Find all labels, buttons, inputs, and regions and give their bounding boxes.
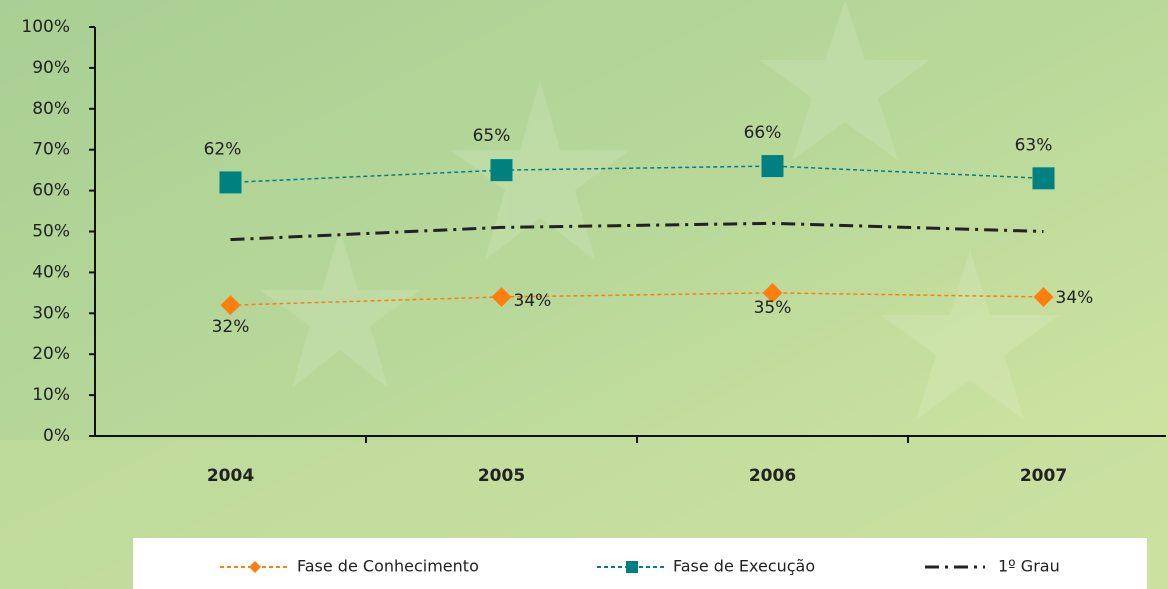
y-tick-label: 40%	[32, 262, 70, 282]
data-label: 34%	[1056, 288, 1094, 308]
data-label: 65%	[473, 126, 511, 146]
y-tick-label: 90%	[32, 58, 70, 78]
legend-marker	[626, 561, 638, 573]
series-line	[230, 292, 1044, 306]
y-tick-label: 0%	[43, 426, 70, 446]
legend-label: Fase de Conhecimento	[297, 557, 479, 576]
data-label: 32%	[212, 317, 250, 337]
y-tick-label: 50%	[32, 222, 70, 242]
data-label: 34%	[514, 291, 552, 311]
legend-label: 1º Grau	[998, 557, 1060, 576]
data-label: 66%	[744, 123, 782, 143]
y-tick-label: 80%	[32, 99, 70, 119]
x-tick-label: 2005	[478, 466, 525, 486]
marker	[219, 171, 242, 194]
data-label: 63%	[1015, 135, 1053, 155]
marker	[491, 286, 512, 307]
legend-marker	[249, 561, 261, 573]
marker	[762, 282, 783, 303]
x-tick-label: 2007	[1020, 466, 1067, 486]
y-tick-label: 10%	[32, 385, 70, 405]
series-line	[230, 165, 1044, 184]
y-tick-label: 20%	[32, 344, 70, 364]
legend-label: Fase de Execução	[673, 557, 815, 576]
data-label: 62%	[204, 139, 242, 159]
marker	[490, 159, 513, 182]
marker	[1032, 167, 1055, 190]
data-label: 35%	[754, 298, 792, 318]
y-tick-label: 30%	[32, 303, 70, 323]
y-tick-label: 70%	[32, 140, 70, 160]
marker	[1033, 286, 1054, 307]
marker	[761, 155, 784, 178]
x-tick-label: 2006	[749, 466, 796, 486]
series-line	[230, 221, 1044, 242]
x-tick-label: 2004	[207, 466, 254, 486]
y-tick-label: 100%	[21, 17, 70, 37]
y-tick-label: 60%	[32, 181, 70, 201]
legend-box	[133, 538, 1147, 589]
marker	[220, 295, 241, 316]
